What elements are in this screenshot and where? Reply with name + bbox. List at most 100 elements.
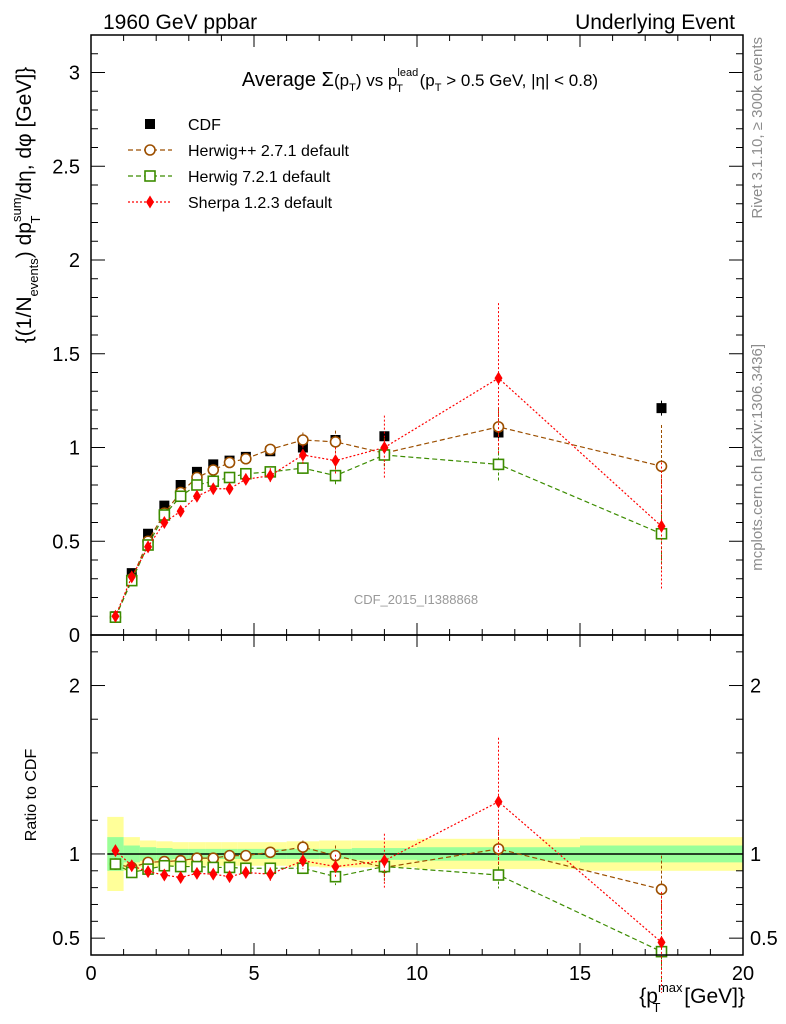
data-point	[143, 528, 154, 539]
data-point	[657, 935, 666, 949]
data-point	[225, 870, 234, 884]
data-point	[494, 371, 503, 385]
data-point	[331, 860, 340, 874]
legend-label: Herwig++ 2.7.1 default	[188, 143, 350, 160]
data-point	[160, 516, 169, 529]
data-point	[297, 434, 309, 446]
data-point	[241, 472, 250, 486]
upper-y-tick-label: 3	[69, 63, 80, 85]
legend-label: Sherpa 1.2.3 default	[188, 195, 333, 212]
data-point	[329, 469, 342, 482]
mcplots-credit-text: mcplots.cern.ch [arXiv:1306.3436]	[749, 344, 766, 571]
data-point	[160, 868, 169, 882]
legend-entry: Herwig 7.2.1 default	[128, 169, 331, 186]
data-point	[241, 865, 250, 879]
data-point	[329, 436, 342, 448]
data-point	[144, 540, 153, 554]
data-point	[266, 867, 275, 881]
ratio-y-tick-label: 2	[69, 676, 80, 698]
data-point	[207, 464, 220, 476]
data-point	[240, 849, 252, 862]
data-point	[298, 854, 307, 868]
data-point	[223, 849, 236, 862]
data-point	[144, 865, 153, 879]
data-point	[297, 462, 309, 474]
data-point	[127, 859, 136, 873]
ratio-y-tick-label-right: 0.5	[750, 928, 778, 950]
upper-y-tick-label: 0	[69, 625, 80, 647]
data-point	[159, 500, 170, 511]
ratio-uncertainty-bands	[107, 816, 743, 891]
data-point	[174, 860, 187, 873]
data-point	[494, 795, 503, 809]
ratio-panel-series	[109, 737, 668, 993]
legend-entry: Herwig++ 2.7.1 default	[128, 143, 350, 160]
data-point	[492, 458, 505, 471]
x-tick-label: 5	[248, 963, 259, 985]
x-tick-label: 0	[85, 963, 96, 985]
x-tick-label: 15	[569, 963, 591, 985]
x-axis-label: {pmax T [GeV]}	[639, 980, 745, 1015]
series-line	[115, 801, 662, 943]
data-point	[264, 846, 277, 859]
data-point	[175, 480, 186, 490]
ratio-y-tick-label-right: 1	[750, 844, 761, 866]
series-line	[114, 454, 662, 618]
data-point	[174, 490, 187, 503]
data-point	[209, 867, 218, 881]
data-point	[176, 504, 185, 518]
data-point	[492, 843, 505, 855]
x-tick-label: 20	[732, 963, 754, 985]
data-point	[111, 609, 120, 623]
header-left: 1960 GeV ppbar	[103, 11, 257, 34]
analysis-watermark: CDF_2015_I1388868	[354, 592, 478, 607]
data-point	[266, 469, 275, 483]
upper-y-tick-label: 2.5	[52, 156, 80, 178]
data-point	[225, 482, 234, 496]
data-point	[297, 841, 309, 854]
lower-ylabel: Ratio to CDF	[23, 749, 40, 842]
data-point	[656, 403, 667, 414]
data-point	[264, 443, 277, 456]
data-point	[298, 448, 307, 462]
upper-y-tick-label: 0.5	[52, 531, 80, 553]
x-tick-label: 10	[406, 963, 428, 985]
data-point	[492, 869, 505, 881]
data-point	[192, 866, 201, 880]
data-point	[331, 454, 340, 468]
legend-marker	[146, 195, 154, 209]
legend-entry: CDF	[145, 117, 221, 134]
data-point	[380, 441, 389, 454]
data-point	[191, 479, 203, 491]
data-point	[223, 456, 236, 469]
ratio-y-tick-label: 1	[69, 844, 80, 866]
main-title: Average Σ(pT) vs plead T (pT > 0.5 GeV, |…	[242, 67, 598, 95]
data-point	[192, 489, 201, 503]
upper-series-cdf	[110, 400, 667, 622]
data-point	[223, 471, 236, 484]
data-point	[380, 854, 389, 868]
legend-marker	[144, 144, 156, 156]
legend: CDF Herwig++ 2.7.1 default Herwig 7.2.1 de…	[128, 117, 350, 212]
ratio-y-tick-label-right: 2	[750, 676, 761, 698]
data-point	[655, 883, 668, 896]
upper-y-tick-label: 2	[69, 250, 80, 272]
upper-series-sherpa-1-2-3-default	[111, 303, 666, 623]
ratio-panel-frame	[90, 634, 744, 956]
legend-label: CDF	[188, 117, 221, 134]
legend-marker	[145, 119, 155, 129]
data-point	[657, 519, 666, 533]
upper-y-tick-label: 1.5	[52, 344, 80, 366]
upper-y-tick-label: 1	[69, 438, 80, 460]
ratio-series-sherpa-1-2-3-default	[111, 737, 666, 993]
data-point	[127, 570, 136, 584]
data-point	[240, 452, 252, 465]
upper-ylabel: {(1/Nevents) dpsum T/dη, dφ [GeV]}	[9, 67, 43, 343]
legend-entry: Sherpa 1.2.3 default	[128, 195, 333, 212]
header-right: Underlying Event	[575, 11, 735, 34]
data-point	[109, 858, 122, 870]
data-point	[176, 871, 185, 885]
upper-panel-series	[109, 303, 668, 623]
